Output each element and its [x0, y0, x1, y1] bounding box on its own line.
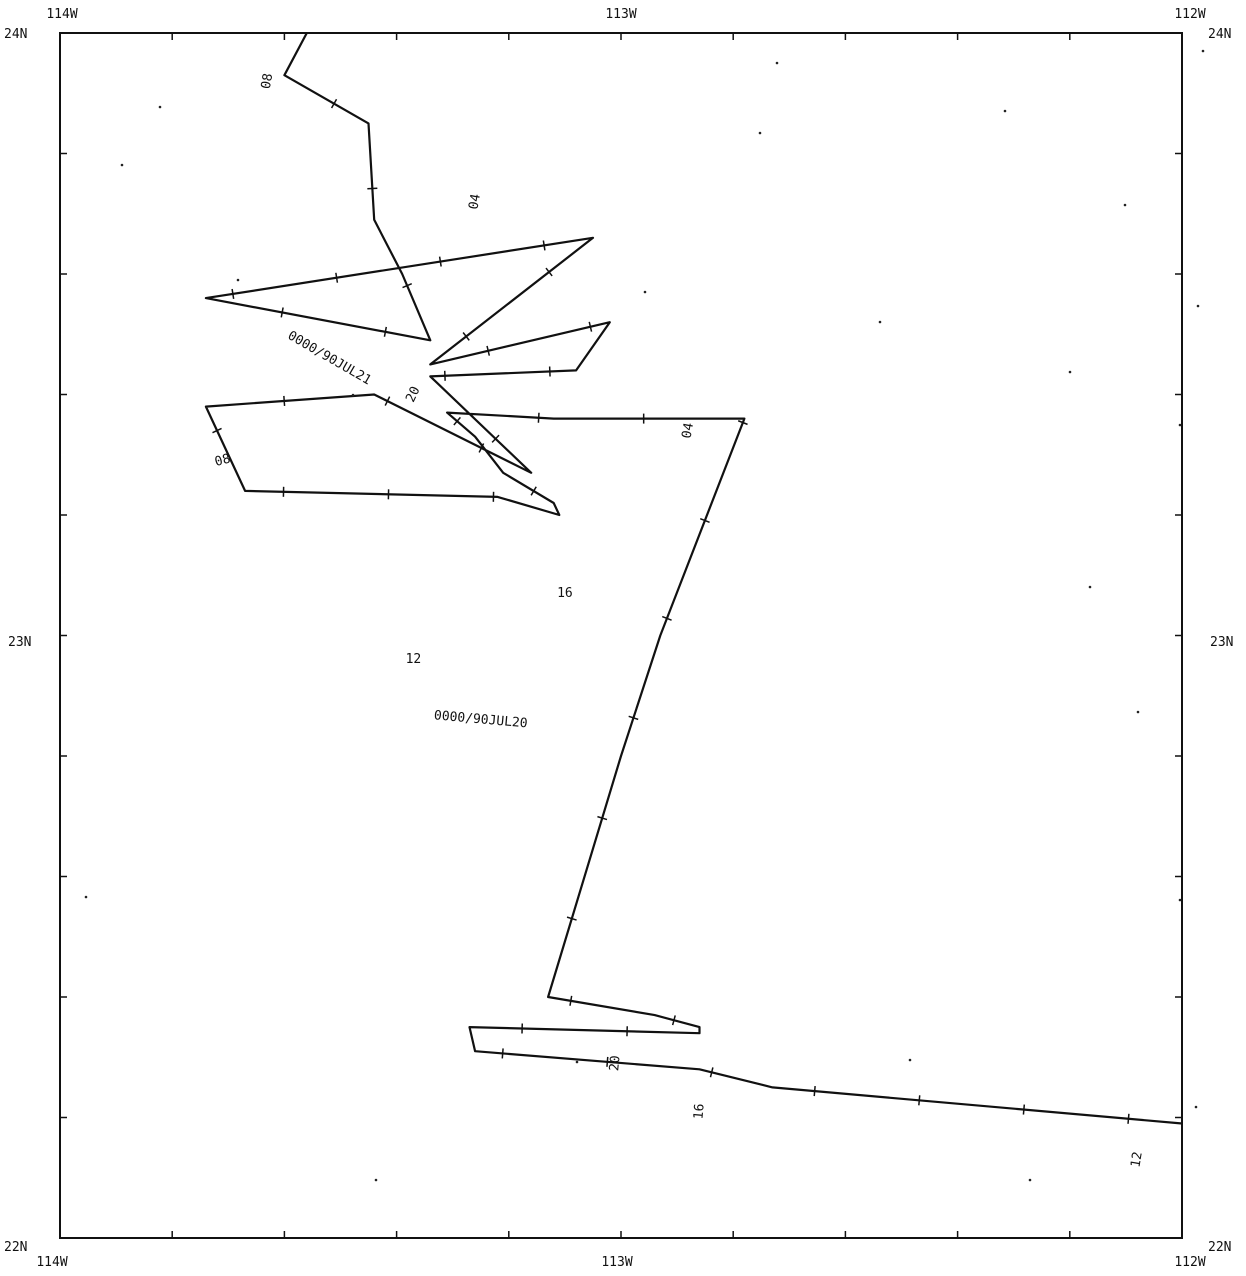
- track-hour-tick: [280, 307, 284, 318]
- time-label: 12: [406, 652, 422, 667]
- track-hour-tick: [491, 434, 500, 443]
- track-hour-tick: [566, 916, 577, 921]
- track-hour-tick: [628, 715, 639, 721]
- speckle: [1003, 109, 1007, 113]
- scan-speckles: [84, 49, 1205, 1182]
- track-ticks: [212, 98, 1130, 1124]
- speckle: [158, 105, 162, 109]
- speckle: [374, 1178, 378, 1182]
- time-labels: 08 04 0000/90JUL21 20 08 04 16 12 0000/90JUL20 20…: [213, 72, 1146, 1168]
- time-label: 04: [466, 193, 484, 211]
- time-label: 16: [557, 586, 573, 601]
- track-hour-tick: [569, 995, 573, 1006]
- right-bottom-lat-label: 22N: [1208, 1240, 1231, 1255]
- track-hour-tick: [1127, 1113, 1130, 1124]
- time-label: 08: [259, 72, 276, 90]
- speckle: [878, 320, 882, 324]
- speckle: [84, 895, 88, 899]
- track-hour-tick: [212, 427, 222, 434]
- speckle: [1178, 423, 1182, 427]
- track-hour-tick: [1022, 1104, 1026, 1115]
- track-hour-tick: [737, 420, 748, 426]
- track-hour-tick: [530, 486, 537, 496]
- top-mid-lon-label: 113W: [605, 7, 636, 22]
- track-hour-tick: [478, 443, 485, 453]
- track-hour-tick: [384, 396, 391, 406]
- track-hour-tick: [537, 412, 540, 423]
- time-label: 04: [680, 421, 698, 439]
- time-label: 12: [1128, 1151, 1145, 1169]
- axis-ticks: [60, 33, 1182, 1238]
- speckle: [758, 131, 762, 135]
- speckle: [120, 163, 124, 167]
- track-hour-tick: [699, 517, 710, 523]
- bottom-mid-lon-label: 113W: [601, 1255, 632, 1270]
- time-label: 20: [607, 1055, 623, 1072]
- time-label: 0000/90JUL21: [285, 328, 374, 388]
- speckle: [1068, 370, 1072, 374]
- speckle: [1136, 710, 1140, 714]
- track-hour-tick: [661, 615, 672, 621]
- track-hour-tick: [671, 1015, 676, 1026]
- speckle: [1123, 203, 1127, 207]
- left-top-lat-label: 24N: [4, 27, 27, 42]
- left-mid-lat-label: 23N: [8, 635, 31, 650]
- speckle: [1196, 304, 1200, 308]
- speckle: [1088, 585, 1092, 589]
- track-hour-tick: [545, 267, 553, 277]
- left-bottom-lat-label: 22N: [4, 1240, 27, 1255]
- right-mid-lat-label: 23N: [1210, 635, 1233, 650]
- track-hour-tick: [453, 416, 461, 426]
- speckle: [575, 1060, 579, 1064]
- track-hour-tick: [813, 1086, 816, 1097]
- time-label: 16: [691, 1103, 707, 1120]
- speckle: [351, 393, 355, 397]
- speckle: [908, 1058, 912, 1062]
- speckle: [1178, 898, 1182, 902]
- speckle: [1194, 1105, 1198, 1109]
- top-right-lon-label: 112W: [1174, 7, 1205, 22]
- track-hour-tick: [402, 282, 413, 289]
- speckle: [236, 278, 240, 282]
- track-hour-tick: [709, 1067, 714, 1078]
- speckle: [775, 61, 779, 65]
- ship-track-line: [204, 32, 1183, 1125]
- time-label: 0000/90JUL20: [433, 708, 528, 731]
- track-hour-tick: [231, 288, 235, 299]
- right-top-lat-label: 24N: [1208, 27, 1231, 42]
- speckle: [643, 290, 647, 294]
- track-hour-tick: [606, 1056, 609, 1067]
- top-left-lon-label: 114W: [46, 7, 77, 22]
- track-hour-tick: [283, 395, 286, 406]
- bottom-left-lon-label: 114W: [36, 1255, 67, 1270]
- time-label: 08: [213, 452, 232, 471]
- track-hour-tick: [588, 321, 593, 332]
- track-hour-tick: [330, 98, 338, 109]
- track-hour-tick: [383, 326, 388, 337]
- track-hour-tick: [542, 240, 546, 251]
- track-hour-tick: [486, 345, 491, 356]
- track-hour-tick: [335, 272, 339, 283]
- track-hour-tick: [501, 1048, 504, 1059]
- bottom-right-lon-label: 112W: [1174, 1255, 1205, 1270]
- track-hour-tick: [918, 1095, 921, 1106]
- track-hour-tick: [438, 256, 442, 267]
- track-hour-tick: [367, 187, 378, 190]
- track-hour-tick: [597, 815, 608, 821]
- time-label: 20: [403, 384, 423, 405]
- speckle: [1201, 49, 1205, 53]
- speckle: [1028, 1178, 1032, 1182]
- track-hour-tick: [462, 332, 470, 341]
